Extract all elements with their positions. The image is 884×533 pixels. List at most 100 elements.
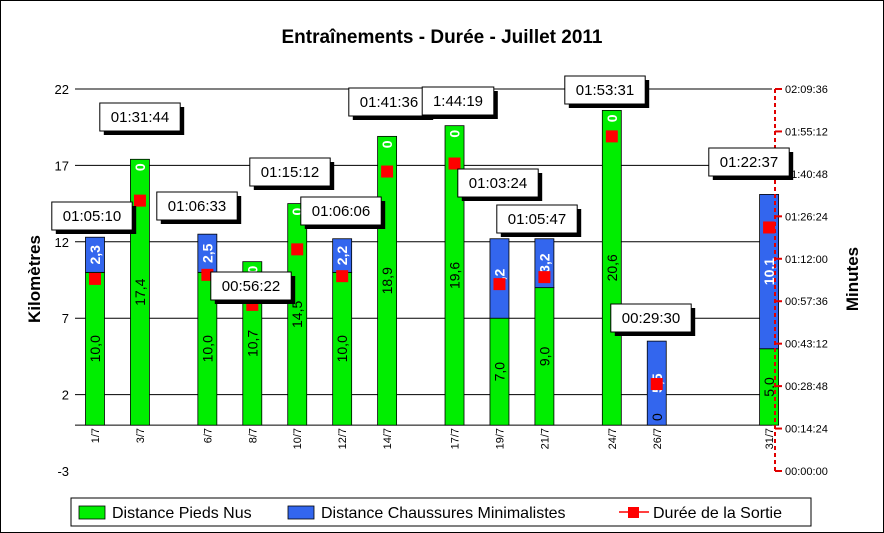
data-label-chaussures: 0	[379, 140, 395, 148]
duration-callout: 00:29:30	[622, 310, 680, 327]
duration-callout: 01:22:37	[720, 154, 778, 171]
y-tick-label: 2	[62, 388, 69, 403]
callout-layer: 01:05:10 01:31:44 01:06:33 00:56:22 01:15:12…	[51, 75, 794, 336]
y2-tick-label: 01:12:00	[785, 254, 828, 266]
data-label-chaussures: 2,3	[87, 245, 103, 265]
duration-marker	[246, 298, 259, 311]
x-tick-label: 21/7	[539, 428, 551, 449]
data-label-pieds-nus: 10,0	[199, 335, 215, 362]
data-label-chaussures: 2,2	[334, 246, 350, 266]
duration-marker	[448, 157, 461, 170]
bar-pieds-nus	[601, 109, 622, 426]
legend-box	[70, 497, 812, 527]
x-tick-label: 19/7	[494, 428, 506, 449]
y2-tick-label: 01:40:48	[785, 169, 828, 181]
callout-box	[210, 271, 292, 301]
duration-callout: 01:06:06	[312, 203, 370, 220]
duration-callout: 01:05:10	[63, 208, 121, 225]
callout-box	[708, 147, 790, 177]
bars-layer: 10,0 2,3 17,4 0 10,0 2,5 10,7 0 14,5 0 10,0 2,2 18,9…	[85, 109, 779, 426]
callout-box	[348, 87, 430, 117]
duration-callout: 01:53:31	[576, 82, 634, 99]
y2-tick-label: 01:55:12	[785, 126, 828, 138]
y2-tick-label: 01:26:24	[785, 211, 828, 223]
duration-marker	[538, 271, 551, 284]
x-tick-label: 10/7	[292, 428, 304, 449]
duration-callout: 01:41:36	[360, 94, 418, 111]
chart-title: Entraînements - Durée - Juillet 2011	[281, 27, 602, 48]
bar-pieds-nus	[444, 125, 465, 426]
legend: Distance Pieds Nus Distance Chaussures Mi…	[70, 497, 812, 527]
axis-layer: -3 2 7 12 17 22 00:00:00 00:14:24 00:28:48 00:43:…	[55, 82, 828, 479]
callout-box	[496, 204, 578, 234]
duration-callout: 01:03:24	[469, 175, 527, 192]
x-tick-label: 6/7	[202, 428, 214, 443]
callout-box	[300, 196, 382, 226]
callout-box	[99, 102, 181, 132]
data-label-pieds-nus: 10,0	[334, 335, 350, 362]
y-tick-label: -3	[57, 464, 69, 479]
data-label-pieds-nus: 9,0	[536, 346, 552, 366]
callout-box	[421, 86, 495, 116]
callout-box	[457, 168, 539, 198]
y-tick-label: 22	[55, 82, 69, 97]
duration-callout: 01:06:33	[168, 198, 226, 215]
data-label-chaussures: 0	[132, 163, 148, 171]
duration-marker	[133, 194, 146, 207]
legend-swatch-chaussures	[287, 505, 315, 520]
x-tick-label: 12/7	[337, 428, 349, 449]
duration-callout: 01:31:44	[111, 109, 169, 126]
x-tick-label: 14/7	[382, 428, 394, 449]
duration-marker	[650, 378, 663, 391]
y-axis-title: Kilomètres	[25, 235, 44, 323]
callout-box	[249, 157, 331, 187]
y2-tick-label: 00:28:48	[785, 381, 828, 393]
x-tick-label: 17/7	[450, 428, 462, 449]
x-tick-label: 3/7	[135, 428, 147, 443]
data-label-chaussures: 0	[604, 114, 620, 122]
data-label-pieds-nus: 20,6	[604, 254, 620, 281]
legend-swatch-pieds-nus	[78, 505, 106, 520]
legend-label-duree: Durée de la Sortie	[653, 505, 782, 522]
data-label-pieds-nus: 10,7	[244, 330, 260, 357]
data-label-pieds-nus: 10,0	[87, 335, 103, 362]
duration-marker	[763, 221, 776, 234]
y-tick-label: 17	[55, 158, 69, 173]
y-tick-label: 12	[55, 235, 69, 250]
y-tick-label: 7	[62, 311, 69, 326]
duration-callout: 01:05:47	[508, 211, 566, 228]
data-label-pieds-nus: 7,0	[491, 362, 507, 382]
bar-chaussures	[85, 236, 105, 273]
x-tick-label: 26/7	[652, 428, 664, 449]
marker-layer	[89, 130, 776, 391]
duration-marker	[605, 130, 618, 143]
data-label-pieds-nus: 18,9	[379, 267, 395, 294]
x-tick-label: 8/7	[247, 428, 259, 443]
y2-tick-label: 02:09:36	[785, 84, 828, 96]
data-label-pieds-nus: 19,6	[447, 262, 463, 289]
duration-callout: 00:56:22	[222, 278, 280, 295]
x-tick-label: 24/7	[607, 428, 619, 449]
duration-callout: 01:15:12	[261, 164, 319, 181]
callout-box	[51, 201, 133, 231]
bar-pieds-nus	[287, 203, 308, 426]
data-label-chaussures: 0	[447, 130, 463, 138]
callout-box	[564, 75, 646, 105]
data-label-pieds-nus: 14,5	[289, 301, 305, 328]
callout-box	[156, 191, 238, 221]
data-label-pieds-nus: 17,4	[132, 278, 148, 305]
duration-callout: 1:44:19	[433, 93, 483, 110]
legend-label-chaussures: Distance Chaussures Minimalistes	[321, 505, 566, 522]
data-label-pieds-nus: 5,0	[761, 377, 777, 397]
data-label-chaussures: 3,2	[536, 253, 552, 273]
grid-layer	[75, 88, 772, 426]
duration-marker	[493, 278, 506, 291]
y2-axis-title: Minutes	[843, 247, 862, 311]
y2-tick-label: 00:14:24	[785, 424, 828, 436]
duration-marker	[381, 165, 394, 178]
y2-tick-label: 00:57:36	[785, 296, 828, 308]
duration-marker	[291, 243, 304, 256]
data-label-chaussures: 10,1	[761, 258, 777, 285]
